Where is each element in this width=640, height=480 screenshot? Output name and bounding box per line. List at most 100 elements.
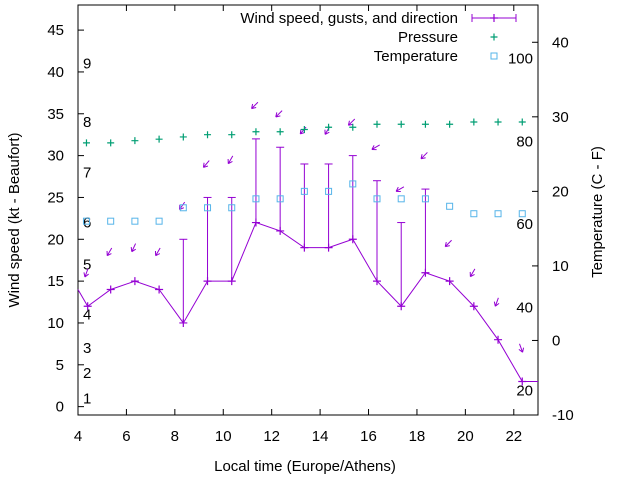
wind-speed-point <box>373 277 381 286</box>
fahrenheit-labels: 20 40 60 80 100 <box>508 51 533 400</box>
temperature-point <box>373 195 381 203</box>
temperature-point <box>276 195 284 203</box>
beaufort-label: 7 <box>83 164 91 181</box>
wind-speed-point <box>324 243 333 252</box>
wind-speed-point <box>83 302 92 311</box>
pressure-point <box>446 120 454 128</box>
y2-tick-label: 20 <box>552 183 569 200</box>
legend-marker <box>490 33 498 41</box>
wind-direction-arrow <box>444 239 452 248</box>
y2-tick-label: 40 <box>552 34 569 51</box>
beaufort-label: 2 <box>83 365 91 382</box>
pressure-point <box>421 120 429 128</box>
pressure-point <box>155 135 163 143</box>
wind-direction-arrow <box>202 160 210 168</box>
temperature-point <box>155 217 163 225</box>
wind-direction-arrow <box>251 101 259 110</box>
wind-speed-point <box>348 235 357 244</box>
x-tick-label: 18 <box>409 428 426 445</box>
pressure-point <box>397 120 405 128</box>
wind-speed-series <box>77 218 538 386</box>
fahrenheit-label: 100 <box>508 51 533 68</box>
x-tick-label: 6 <box>122 428 130 445</box>
pressure-point <box>276 128 284 136</box>
fahrenheit-label: 20 <box>516 382 533 399</box>
wind-speed-point <box>445 277 454 286</box>
fahrenheit-label: 80 <box>516 133 533 150</box>
wind-direction-arrow <box>227 155 234 165</box>
x-axis-label: Local time (Europe/Athens) <box>214 458 396 475</box>
beaufort-label: 5 <box>83 256 91 273</box>
y-tick-label: 30 <box>47 148 64 165</box>
x-tick-label: 8 <box>171 428 179 445</box>
temperature-point <box>494 210 502 218</box>
wind-speed-point <box>227 277 236 286</box>
y-tick-label: 0 <box>56 399 64 416</box>
y-tick-label: 45 <box>47 22 64 39</box>
wind-direction-arrow <box>371 144 380 151</box>
legend-label: Wind speed, gusts, and direction <box>240 10 458 27</box>
legend-label: Temperature <box>374 48 458 65</box>
pressure-point <box>252 128 260 136</box>
beaufort-label: 4 <box>83 307 91 324</box>
temperature-point <box>204 204 212 212</box>
wind-direction-arrow <box>420 152 428 160</box>
wind-speed-point <box>518 377 527 386</box>
wind-direction-arrow <box>154 247 161 257</box>
wind-speed-point <box>179 318 188 327</box>
wind-speed-point <box>276 226 285 235</box>
pressure-point <box>179 133 187 141</box>
wind-direction-arrow <box>275 110 283 118</box>
y-axis-label: Wind speed (kt - Beaufort) <box>6 132 23 307</box>
temperature-series <box>82 180 526 225</box>
temperature-point <box>349 180 357 188</box>
y2-tick-label: 0 <box>552 332 560 349</box>
temperature-point <box>397 195 405 203</box>
temperature-point <box>470 210 478 218</box>
axes <box>77 4 539 416</box>
legend: Wind speed, gusts, and direction Pressure… <box>240 10 517 65</box>
wind-speed-point <box>469 302 478 311</box>
gust-bars <box>179 138 430 323</box>
x-tick-label: 14 <box>312 428 329 445</box>
legend-marker <box>490 52 498 60</box>
x-tick-label: 4 <box>74 428 82 445</box>
wind-speed-point <box>106 285 115 294</box>
legend-marker <box>490 14 498 22</box>
temperature-point <box>82 217 90 225</box>
beaufort-labels: 1 2 3 4 5 6 7 8 9 <box>83 56 91 408</box>
plot-frame <box>77 4 539 416</box>
tick-labels: 4 6 8 10 12 14 16 18 20 22051015202530354045-1001… <box>47 22 573 445</box>
wind-direction-arrow <box>106 247 113 257</box>
wind-speed-line <box>77 221 538 383</box>
temperature-point <box>325 187 333 195</box>
pressure-point <box>349 123 357 131</box>
legend-label: Pressure <box>398 29 458 46</box>
beaufort-label: 1 <box>83 390 91 407</box>
temperature-point <box>421 195 429 203</box>
x-tick-label: 12 <box>263 428 280 445</box>
temperature-point <box>252 195 260 203</box>
pressure-point <box>470 118 478 126</box>
y-tick-label: 40 <box>47 64 64 81</box>
pressure-point <box>204 131 212 139</box>
temperature-point <box>107 217 115 225</box>
wind-direction-arrow <box>83 268 89 278</box>
y-tick-label: 15 <box>47 273 64 290</box>
wind-speed-point <box>397 302 406 311</box>
wind-direction-arrows <box>83 101 525 353</box>
x-tick-label: 20 <box>457 428 474 445</box>
y-tick-label: 25 <box>47 189 64 206</box>
wind-speed-point <box>155 285 164 294</box>
wind-direction-arrow <box>130 243 137 253</box>
y2-axis-label: Temperature (C - F) <box>589 146 606 278</box>
pressure-point <box>131 137 139 145</box>
wind-speed-point <box>251 218 260 227</box>
pressure-series <box>82 118 526 147</box>
wind-direction-arrow <box>469 268 476 278</box>
pressure-point <box>107 139 115 147</box>
temperature-point <box>179 204 187 212</box>
x-tick-label: 10 <box>215 428 232 445</box>
wind-direction-arrow <box>395 186 405 192</box>
